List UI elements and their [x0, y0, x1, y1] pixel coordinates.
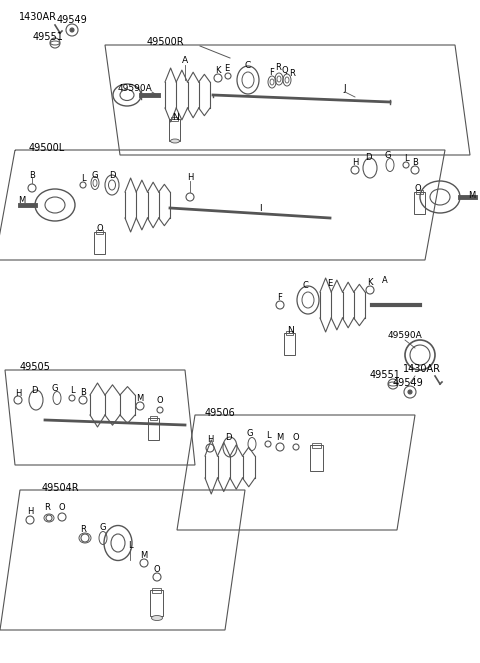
Text: O: O: [154, 566, 160, 575]
Text: G: G: [100, 524, 106, 532]
Text: 49549: 49549: [57, 15, 87, 25]
Text: N: N: [172, 113, 179, 121]
Text: 49506: 49506: [204, 408, 235, 418]
Text: H: H: [187, 172, 193, 182]
Bar: [312, 443, 321, 448]
Text: 49505: 49505: [20, 362, 50, 372]
Text: K: K: [367, 278, 373, 286]
Bar: [96, 230, 103, 234]
Text: M: M: [276, 434, 284, 442]
Text: 49551: 49551: [370, 370, 400, 380]
Circle shape: [408, 390, 412, 394]
Bar: [171, 117, 178, 121]
Text: F: F: [277, 292, 282, 302]
Bar: [414, 192, 425, 214]
Bar: [169, 119, 180, 141]
Ellipse shape: [170, 139, 180, 143]
Text: F: F: [270, 68, 275, 76]
Text: 1430AR: 1430AR: [403, 364, 441, 374]
Text: R: R: [80, 526, 86, 534]
Text: B: B: [412, 158, 418, 166]
Text: C: C: [245, 60, 251, 70]
Text: 49590A: 49590A: [388, 330, 422, 339]
Text: E: E: [327, 278, 333, 288]
Text: B: B: [80, 387, 86, 396]
Bar: [150, 416, 157, 420]
Text: C: C: [302, 280, 308, 290]
Circle shape: [70, 28, 74, 32]
Text: 49549: 49549: [393, 378, 423, 388]
Bar: [152, 588, 161, 593]
Text: N: N: [287, 326, 293, 335]
Text: A: A: [382, 276, 388, 284]
Bar: [416, 190, 423, 194]
Text: L: L: [266, 430, 270, 440]
Text: R: R: [289, 68, 295, 78]
Text: G: G: [247, 430, 253, 438]
Text: H: H: [207, 436, 213, 444]
Text: M: M: [140, 552, 148, 560]
Bar: [94, 232, 105, 254]
Text: R: R: [275, 62, 281, 72]
Bar: [310, 445, 323, 471]
Text: J: J: [344, 84, 346, 93]
Text: O: O: [293, 432, 300, 442]
Text: E: E: [224, 64, 229, 72]
Text: L: L: [81, 174, 85, 182]
Text: 49504R: 49504R: [41, 483, 79, 493]
Text: K: K: [215, 66, 221, 74]
Text: O: O: [59, 503, 65, 512]
Text: G: G: [92, 170, 98, 180]
Text: A: A: [182, 56, 188, 64]
Text: L: L: [404, 154, 408, 162]
Text: 49500L: 49500L: [29, 143, 65, 153]
Text: R: R: [44, 503, 50, 512]
Bar: [150, 590, 163, 616]
Bar: [148, 418, 159, 440]
Text: I: I: [259, 204, 261, 213]
Text: 49590A: 49590A: [118, 84, 152, 93]
Text: 1430AR: 1430AR: [19, 12, 57, 22]
Text: H: H: [352, 158, 358, 166]
Text: 49500R: 49500R: [146, 37, 184, 47]
Text: O: O: [415, 184, 421, 192]
Text: G: G: [52, 383, 58, 392]
Text: D: D: [109, 170, 115, 180]
Text: Q: Q: [282, 66, 288, 74]
Text: M: M: [136, 394, 144, 402]
Text: G: G: [385, 151, 391, 160]
Text: B: B: [29, 170, 35, 180]
Text: L: L: [70, 385, 74, 394]
Text: D: D: [365, 152, 371, 162]
Text: M: M: [18, 196, 25, 204]
Text: L: L: [128, 540, 132, 550]
Text: H: H: [27, 507, 33, 516]
Text: H: H: [15, 389, 21, 398]
Ellipse shape: [152, 615, 163, 621]
Bar: [284, 333, 295, 355]
Bar: [286, 331, 293, 335]
Text: D: D: [225, 432, 231, 442]
Text: M: M: [468, 190, 476, 200]
Text: 49551: 49551: [33, 32, 63, 42]
Text: O: O: [96, 223, 103, 233]
Text: O: O: [156, 396, 163, 404]
Text: D: D: [31, 385, 37, 394]
